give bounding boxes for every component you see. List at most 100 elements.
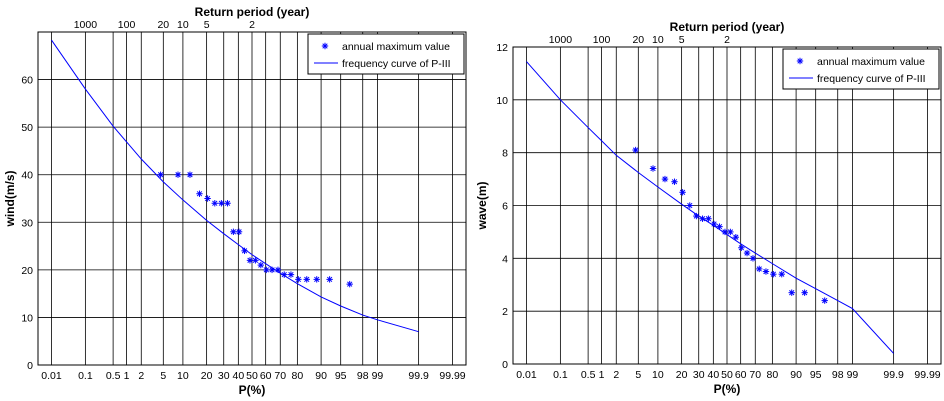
data-point-marker <box>326 276 333 283</box>
data-point-marker <box>174 171 182 178</box>
frequency-curve-line <box>51 39 419 333</box>
x-tick-label: 1 <box>599 369 605 381</box>
grid <box>38 32 466 366</box>
data-point-marker <box>263 266 270 274</box>
x-tick-label: 0.01 <box>41 370 62 382</box>
legend: annual maximum value frequency curve of P… <box>782 48 940 90</box>
x-tick-label: 70 <box>749 369 761 381</box>
data-point-marker <box>770 270 777 278</box>
legend-label: frequency curve of P-III <box>817 73 926 85</box>
x-axis-label: P(%) <box>714 382 741 396</box>
x-tick-label: 99 <box>372 370 384 382</box>
x-tick-label: 95 <box>810 369 822 381</box>
data-point-marker <box>743 249 751 257</box>
x-tick-label: 80 <box>292 370 304 382</box>
chart-title: Return period (year) <box>195 5 310 19</box>
x-tick-label: 40 <box>707 369 719 381</box>
x-tick-label: 2 <box>138 370 144 382</box>
x-tick-label: 99.9 <box>408 370 429 382</box>
x-tick-label: 0.5 <box>581 369 596 381</box>
data-point-marker <box>762 268 770 275</box>
y-tick-label: 40 <box>21 170 33 182</box>
legend-box <box>782 48 940 90</box>
x-tick-label: 98 <box>357 370 369 382</box>
x-tick-label: 1 <box>124 370 130 382</box>
legend-label: annual maximum value <box>817 56 925 68</box>
data-point-marker <box>738 244 745 251</box>
x-tick-label: 2 <box>613 369 619 381</box>
plot-border <box>512 46 942 365</box>
return-period-label: 20 <box>632 34 644 46</box>
x-tick-label: 40 <box>232 370 244 382</box>
data-point-marker <box>679 189 686 196</box>
data-point-marker <box>211 200 218 207</box>
data-point-marker <box>257 261 265 269</box>
data-point-marker <box>727 228 734 236</box>
x-tick-label: 95 <box>335 370 347 382</box>
x-tick-label: 5 <box>160 370 166 382</box>
data-point-marker <box>749 255 757 262</box>
data-point-marker <box>218 200 225 207</box>
x-tick-label: 5 <box>635 369 641 381</box>
wind-frequency-chart: 0.01 0.1 0.5 1 2 5 10 20 30 40 50 60 70 80 90 95 98 99 99.… <box>3 5 467 397</box>
return-period-label: 100 <box>593 34 611 46</box>
x-axis-label: P(%) <box>239 383 266 397</box>
x-tick-label: 99.9 <box>883 369 904 381</box>
return-period-label: 2 <box>249 19 255 31</box>
y-tick-label: 10 <box>496 95 508 107</box>
plot-border <box>37 31 467 366</box>
data-point-marker <box>671 178 678 185</box>
y-tick-label: 2 <box>502 306 508 318</box>
return-period-label: 2 <box>724 34 730 46</box>
x-tick-label: 30 <box>693 369 705 381</box>
x-tick-label: 20 <box>676 369 688 381</box>
y-tick-label: 20 <box>21 265 33 277</box>
x-tick-label: 90 <box>790 369 802 381</box>
y-axis-label: wind(m/s) <box>3 170 17 227</box>
data-point-marker <box>788 289 795 296</box>
data-point-marker <box>778 270 785 278</box>
legend: annual maximum value frequency curve of P… <box>307 33 465 75</box>
x-tick-label: 90 <box>315 370 327 382</box>
return-period-label: 100 <box>118 19 136 31</box>
x-tick-label: 0.1 <box>553 369 568 381</box>
x-tick-label: 30 <box>218 370 230 382</box>
x-tick-label: 0.1 <box>78 370 93 382</box>
y-tick-label: 60 <box>21 75 33 87</box>
data-point-marker <box>716 223 723 230</box>
x-tick-label: 50 <box>721 369 733 381</box>
data-point-marker <box>756 265 763 273</box>
y-tick-label: 6 <box>502 201 508 213</box>
data-point-marker <box>801 289 808 296</box>
legend-label: annual maximum value <box>342 41 450 53</box>
data-point-marker <box>346 280 353 288</box>
y-tick-label: 10 <box>21 312 33 324</box>
x-tick-label: 99 <box>847 369 859 381</box>
y-tick-label: 8 <box>502 148 508 160</box>
legend-box <box>307 33 465 75</box>
legend-label: frequency curve of P-III <box>342 58 451 70</box>
x-tick-label: 60 <box>260 370 272 382</box>
data-point-marker <box>196 190 203 197</box>
data-point-marker <box>204 195 211 202</box>
x-tick-label: 60 <box>735 369 747 381</box>
data-point-marker <box>661 175 669 183</box>
data-point-marker <box>252 257 259 264</box>
y-tick-label: 0 <box>502 359 508 371</box>
x-tick-label: 70 <box>274 370 286 382</box>
data-point-marker <box>705 215 712 222</box>
return-period-label: 5 <box>204 19 210 31</box>
return-period-label: 1000 <box>74 19 98 31</box>
data-point-marker <box>230 228 237 235</box>
return-period-label: 20 <box>157 19 169 31</box>
data-point-marker <box>157 171 164 178</box>
data-point-marker <box>686 202 693 209</box>
x-tick-label: 0.5 <box>106 370 121 382</box>
data-point-marker <box>186 171 194 178</box>
y-tick-label: 30 <box>21 217 33 229</box>
frequency-curve-line <box>526 61 894 354</box>
return-period-label: 5 <box>679 34 685 46</box>
y-tick-label: 4 <box>502 253 508 265</box>
x-tick-label: 99.99 <box>914 369 940 381</box>
data-point-marker <box>287 271 295 278</box>
